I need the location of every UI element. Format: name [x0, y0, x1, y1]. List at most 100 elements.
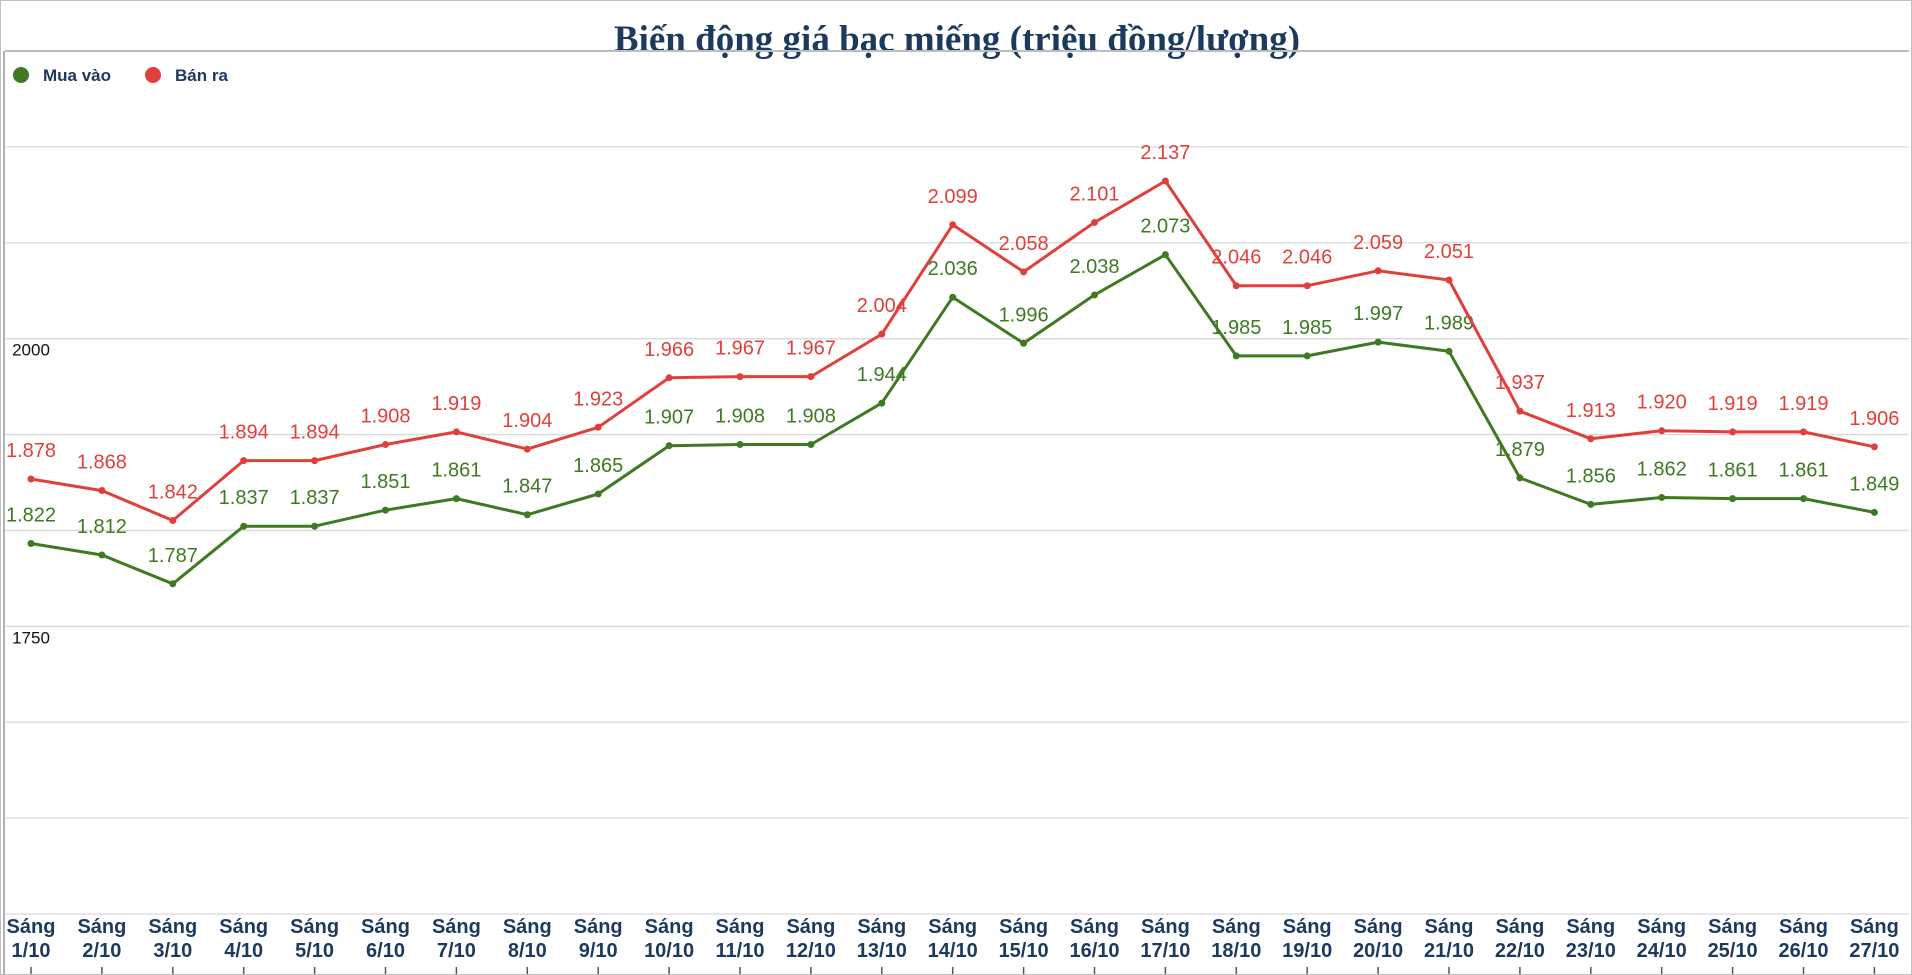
- x-tick-label-line1: Sáng: [432, 916, 481, 938]
- data-point: [594, 490, 602, 498]
- data-point: [311, 457, 319, 465]
- data-point: [1020, 268, 1028, 276]
- x-tick-label-line2: 17/10: [1140, 940, 1190, 962]
- data-label: 1.879: [1495, 439, 1545, 461]
- x-tick-label-line2: 5/10: [295, 940, 334, 962]
- data-label: 1.920: [1637, 392, 1687, 414]
- data-label: 1.985: [1211, 317, 1261, 339]
- data-label: 1.894: [219, 422, 269, 444]
- data-label: 1.842: [148, 481, 198, 503]
- data-label: 2.073: [1140, 216, 1190, 238]
- data-label: 1.908: [360, 406, 410, 428]
- data-point: [1870, 443, 1878, 451]
- x-tick-label-line1: Sáng: [716, 916, 765, 938]
- data-label: 1.989: [1424, 312, 1474, 334]
- x-tick-label-line2: 10/10: [644, 940, 694, 962]
- data-point: [949, 221, 957, 229]
- data-label: 1.919: [431, 393, 481, 415]
- x-tick-label-line2: 18/10: [1211, 940, 1261, 962]
- data-point: [169, 516, 177, 524]
- data-label: 1.908: [786, 406, 836, 428]
- x-tick-label-line1: Sáng: [77, 916, 126, 938]
- data-label: 2.059: [1353, 232, 1403, 254]
- data-point: [1587, 435, 1595, 443]
- x-tick-label-line1: Sáng: [1354, 916, 1403, 938]
- data-label: 1.849: [1849, 473, 1899, 495]
- x-tick-label-line2: 2/10: [82, 940, 121, 962]
- data-point: [98, 487, 106, 495]
- data-label: 1.862: [1637, 458, 1687, 480]
- data-label: 2.137: [1140, 142, 1190, 164]
- x-tick-label-line1: Sáng: [1495, 916, 1544, 938]
- x-tick-label-line2: 26/10: [1778, 940, 1828, 962]
- data-label: 2.004: [857, 295, 907, 317]
- x-tick-label-line1: Sáng: [1070, 916, 1119, 938]
- x-tick-label-line1: Sáng: [148, 916, 197, 938]
- x-tick-label-line1: Sáng: [1637, 916, 1686, 938]
- data-label: 2.058: [999, 233, 1049, 255]
- data-point: [665, 442, 673, 450]
- data-label: 1.861: [431, 460, 481, 482]
- data-point: [807, 373, 815, 381]
- x-tick-label-line1: Sáng: [290, 916, 339, 938]
- data-label: 2.099: [928, 186, 978, 208]
- data-label: 1.923: [573, 388, 623, 410]
- x-tick-label-line2: 9/10: [579, 940, 618, 962]
- x-tick-label-line2: 25/10: [1708, 940, 1758, 962]
- data-label: 1.996: [999, 304, 1049, 326]
- data-label: 1.878: [6, 440, 56, 462]
- data-point: [1658, 493, 1666, 501]
- data-point: [382, 441, 389, 449]
- x-tick-label-line2: 4/10: [224, 940, 263, 962]
- x-tick-label-line1: Sáng: [1425, 916, 1474, 938]
- data-point: [1658, 427, 1666, 435]
- data-point: [523, 511, 531, 519]
- data-label: 1.907: [644, 407, 694, 429]
- legend-label: Mua vào: [43, 66, 111, 85]
- data-point: [1516, 407, 1524, 415]
- legend-marker-ban-ra: [145, 67, 161, 83]
- data-point: [878, 399, 886, 407]
- x-tick-label-line2: 12/10: [786, 940, 836, 962]
- data-label: 1.837: [290, 487, 340, 509]
- x-tick-label-line1: Sáng: [1850, 916, 1899, 938]
- data-point: [1870, 508, 1878, 516]
- data-label: 1.908: [715, 406, 765, 428]
- x-tick-label-line1: Sáng: [1708, 916, 1757, 938]
- data-label: 1.967: [715, 338, 765, 360]
- data-point: [665, 374, 673, 382]
- data-label: 1.861: [1778, 460, 1828, 482]
- data-label: 1.937: [1495, 372, 1545, 394]
- x-tick-label-line2: 20/10: [1353, 940, 1403, 962]
- data-point: [1161, 177, 1169, 185]
- x-tick-label-line1: Sáng: [786, 916, 835, 938]
- x-tick-label-line2: 24/10: [1637, 940, 1687, 962]
- x-tick-label-line1: Sáng: [361, 916, 410, 938]
- data-point: [1303, 282, 1311, 290]
- data-label: 1.847: [502, 476, 552, 498]
- data-label: 1.919: [1708, 393, 1758, 415]
- data-label: 1.997: [1353, 303, 1403, 325]
- y-tick-label: 2000: [12, 341, 50, 360]
- data-point: [1161, 251, 1169, 259]
- x-tick-label-line2: 14/10: [928, 940, 978, 962]
- x-tick-label-line2: 7/10: [437, 940, 476, 962]
- data-label: 2.038: [1069, 256, 1119, 278]
- x-tick-label-line1: Sáng: [999, 916, 1048, 938]
- data-point: [1587, 500, 1595, 508]
- data-label: 1.865: [573, 455, 623, 477]
- data-label: 1.966: [644, 339, 694, 361]
- legend-marker-mua-vao: [13, 67, 29, 83]
- data-point: [1374, 267, 1382, 275]
- x-tick-label-line2: 8/10: [508, 940, 547, 962]
- data-point: [1800, 428, 1807, 436]
- data-label: 1.856: [1566, 465, 1616, 487]
- data-label: 1.812: [77, 516, 127, 538]
- x-tick-label-line2: 21/10: [1424, 940, 1474, 962]
- x-tick-label-line1: Sáng: [1141, 916, 1190, 938]
- data-point: [949, 293, 957, 301]
- data-label: 1.894: [290, 422, 340, 444]
- x-tick-label-line2: 1/10: [12, 940, 51, 962]
- x-tick-label-line1: Sáng: [219, 916, 268, 938]
